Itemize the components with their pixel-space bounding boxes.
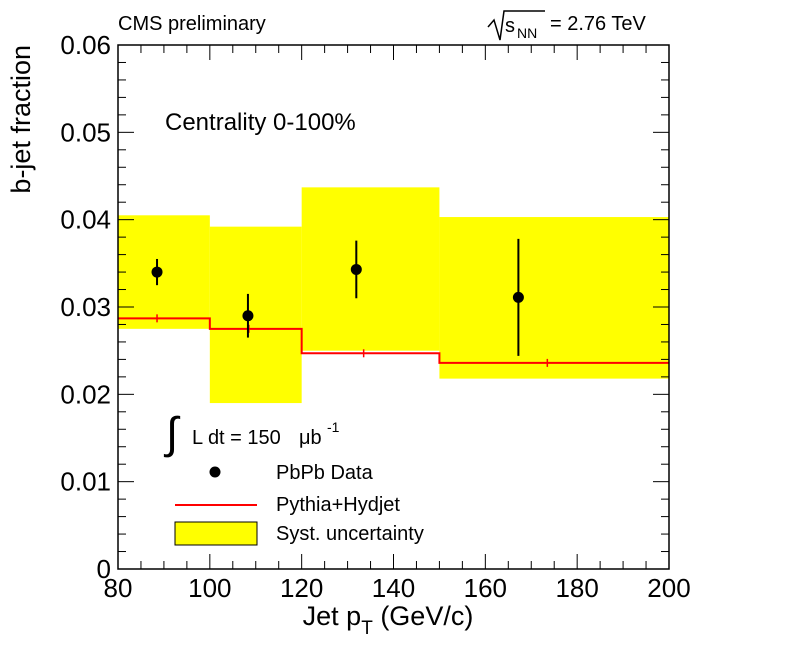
pbpb-data-points (151, 238, 524, 356)
mc-step-line (118, 317, 669, 364)
centrality-label: Centrality 0-100% (165, 109, 356, 136)
legend-label-syst: Syst. uncertainty (276, 523, 424, 545)
x-axis-title-main: Jet p (303, 601, 362, 631)
y-tick-label: 0 (97, 554, 111, 584)
data-point-1 (242, 310, 254, 322)
x-tick-label: 180 (555, 573, 598, 603)
syst-band-0 (118, 215, 210, 329)
luminosity-text: L dt = 150 (192, 427, 281, 449)
legend: PbPb Data Pythia+Hydjet Syst. uncertaint… (174, 462, 424, 546)
x-tick-label: 200 (647, 573, 690, 603)
sqrt-symbol (487, 10, 545, 41)
y-tick-label: 0.01 (60, 467, 111, 497)
header-left-label: CMS preliminary (118, 13, 266, 35)
x-axis-title-sub: T (361, 618, 373, 639)
syst-band-3 (439, 217, 669, 379)
y-tick-label: 0.02 (60, 379, 111, 409)
data-point-2 (350, 263, 362, 275)
data-point-3 (512, 291, 524, 303)
x-axis-title-unit: (GeV/c) (373, 601, 474, 631)
svg-text:Jet pT (GeV/c): Jet pT (GeV/c) (303, 601, 474, 639)
legend-marker-data (209, 466, 221, 478)
data-point-0 (151, 266, 163, 278)
y-tick-label: 0.06 (60, 30, 111, 60)
legend-label-data: PbPb Data (276, 462, 374, 484)
x-axis-title: Jet pT (GeV/c) (303, 601, 474, 639)
energy-value: = 2.76 TeV (550, 13, 646, 35)
luminosity-unit: μb (299, 427, 322, 449)
luminosity-label: ∫ L dt = 150 μb -1 (163, 409, 340, 458)
y-tick-label: 0.03 (60, 292, 111, 322)
legend-label-mc: Pythia+Hydjet (276, 494, 400, 516)
y-tick-label: 0.05 (60, 117, 111, 147)
x-tick-label: 140 (372, 573, 415, 603)
syst-band-1 (209, 226, 302, 404)
y-axis-title: b-jet fraction (6, 45, 36, 194)
syst-band-2 (301, 187, 440, 351)
x-tick-label: 80 (104, 573, 133, 603)
x-tick-label: 160 (464, 573, 507, 603)
energy-label: s NN = 2.76 TeV (487, 10, 646, 41)
sqrt-variable: s (505, 15, 515, 37)
sqrt-subscript: NN (517, 25, 537, 41)
x-tick-label: 120 (280, 573, 323, 603)
legend-marker-syst (174, 521, 258, 546)
integral-symbol: ∫ (163, 409, 181, 458)
luminosity-exponent: -1 (327, 419, 340, 435)
y-tick-label: 0.04 (60, 205, 111, 235)
axis-ticks (117, 44, 670, 570)
axis-tick-labels: 80 100 120 140 160 180 200 0 0.01 0.02 0.03 0.04 0.0… (60, 30, 690, 603)
systematic-uncertainty-bands (118, 187, 669, 404)
x-tick-label: 100 (188, 573, 231, 603)
